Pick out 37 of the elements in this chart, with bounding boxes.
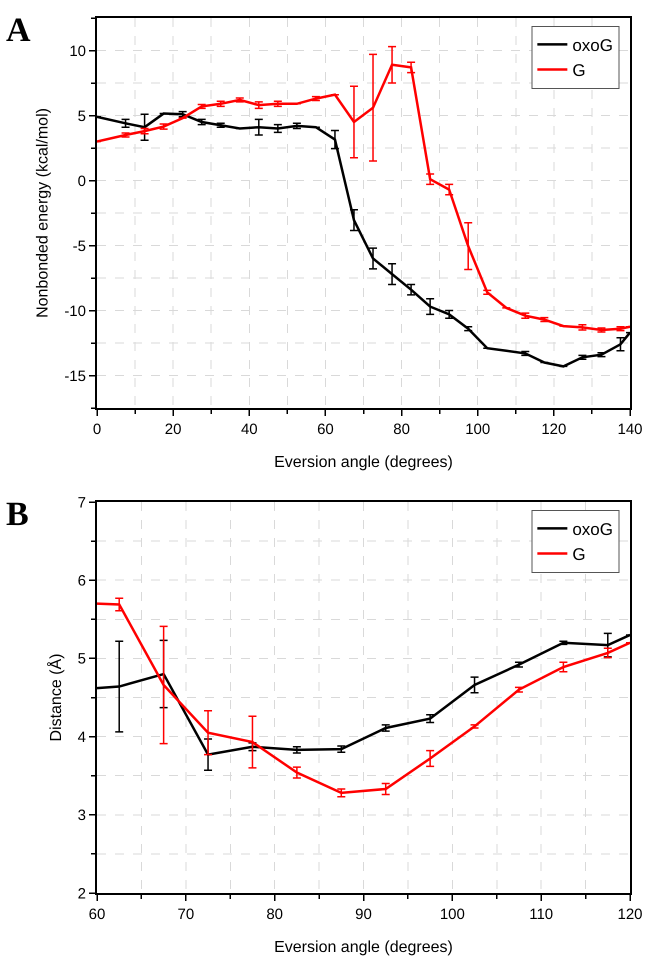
legend-label: G (572, 61, 586, 80)
y-tick-label: 6 (78, 572, 86, 590)
y-tick-label: 3 (78, 807, 86, 824)
y-tick-label: 5 (78, 108, 86, 125)
y-tick-label: -15 (64, 368, 86, 385)
legend-label: G (572, 545, 586, 564)
y-axis-title: Nonbonded energy (kcal/mol) (34, 108, 52, 318)
x-tick-label: 140 (617, 421, 643, 438)
x-tick-label: 100 (465, 421, 490, 438)
x-tick-label: 60 (317, 421, 334, 438)
x-tick-label: 120 (617, 906, 643, 923)
x-tick-label: 70 (177, 906, 194, 923)
x-tick-label: 20 (164, 421, 182, 438)
text: B (6, 496, 29, 533)
y-tick-label: -5 (72, 238, 86, 255)
y-tick-label: -10 (64, 302, 86, 320)
legend-label: oxoG (572, 520, 613, 539)
x-tick-label: 80 (266, 906, 284, 923)
x-axis-title: Eversion angle (degrees) (274, 454, 453, 471)
x-tick-label: 110 (529, 906, 554, 923)
y-tick-label: 2 (78, 885, 86, 902)
y-tick-label: 0 (78, 172, 86, 190)
x-tick-label: 100 (440, 906, 465, 923)
text: A (6, 12, 31, 49)
x-tick-label: 80 (393, 421, 410, 438)
x-tick-label: 40 (240, 421, 258, 438)
y-tick-label: 10 (69, 42, 86, 60)
y-tick-label: 4 (78, 728, 86, 746)
x-tick-label: 90 (355, 906, 372, 923)
x-tick-label: 0 (92, 421, 102, 438)
x-tick-label: 60 (88, 906, 106, 923)
legend-label: oxoG (572, 36, 613, 55)
x-tick-label: 120 (541, 421, 566, 438)
y-tick-label: 7 (78, 494, 86, 512)
y-axis-title: Distance (Å) (47, 653, 66, 742)
y-tick-label: 5 (78, 650, 86, 668)
x-axis-title: Eversion angle (degrees) (274, 939, 453, 956)
